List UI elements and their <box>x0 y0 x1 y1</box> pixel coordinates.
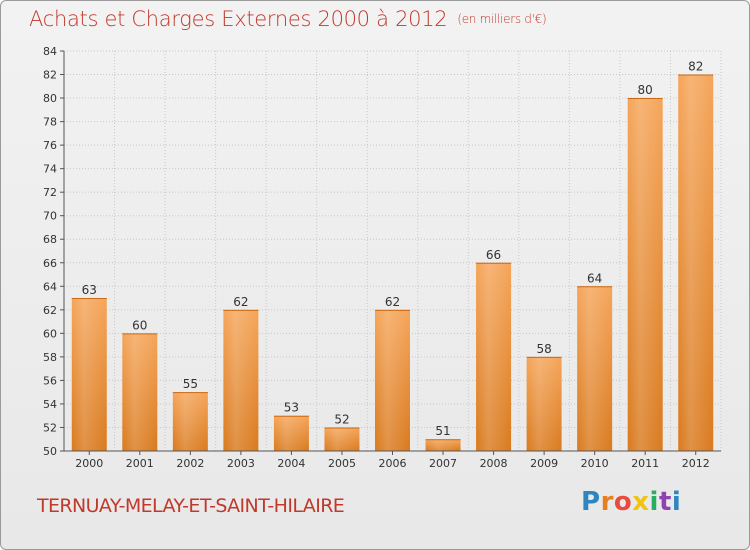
bar-highlight <box>526 356 562 451</box>
x-tick-label: 2008 <box>480 457 508 470</box>
bar-highlight <box>627 98 663 451</box>
data-label: 82 <box>688 60 703 74</box>
chart-subtitle: (en milliers d'€) <box>457 12 547 26</box>
data-label: 60 <box>132 318 147 332</box>
x-tick-label: 2011 <box>631 457 659 470</box>
y-tick-label: 84 <box>43 45 57 58</box>
y-tick-label: 76 <box>43 139 57 152</box>
x-tick-label: 2002 <box>176 457 204 470</box>
data-label: 63 <box>82 283 97 297</box>
y-tick-label: 52 <box>43 421 57 434</box>
data-label: 66 <box>486 248 501 262</box>
bar-highlight <box>122 333 158 451</box>
logo-letter: i <box>671 487 682 517</box>
logo-letter: P <box>581 487 601 517</box>
logo-letter: t <box>658 487 672 517</box>
data-label: 62 <box>385 295 400 309</box>
x-tick-label: 2012 <box>682 457 710 470</box>
x-tick-label: 2004 <box>277 457 305 470</box>
bar-highlight <box>577 286 613 451</box>
data-label: 62 <box>233 295 248 309</box>
y-tick-label: 74 <box>43 163 57 176</box>
y-tick-label: 64 <box>43 280 57 293</box>
x-tick-label: 2006 <box>379 457 407 470</box>
data-label: 80 <box>638 83 653 97</box>
y-tick-label: 80 <box>43 92 57 105</box>
bar-highlight <box>375 309 410 451</box>
commune-name: TERNUAY-MELAY-ET-SAINT-HILAIRE <box>37 495 345 517</box>
logo-letter: x <box>632 487 650 517</box>
bar-highlight <box>678 74 714 451</box>
bar-highlight <box>476 262 512 451</box>
y-tick-label: 70 <box>43 210 57 223</box>
data-label: 55 <box>183 377 198 391</box>
y-tick-label: 72 <box>43 186 57 199</box>
data-label: 52 <box>334 412 349 426</box>
bar-highlight <box>223 309 259 451</box>
y-tick-label: 56 <box>43 374 57 387</box>
chart-title-text: Achats et Charges Externes 2000 à 2012 <box>29 7 448 31</box>
y-tick-label: 62 <box>43 304 57 317</box>
bar-highlight <box>172 392 208 451</box>
x-tick-label: 2005 <box>328 457 356 470</box>
bar-highlight <box>425 439 461 451</box>
bar-highlight <box>273 415 309 451</box>
y-tick-label: 68 <box>43 233 57 246</box>
x-tick-label: 2001 <box>126 457 154 470</box>
y-tick-label: 50 <box>43 445 57 458</box>
y-tick-label: 58 <box>43 351 57 364</box>
x-tick-label: 2010 <box>581 457 609 470</box>
y-tick-label: 54 <box>43 398 57 411</box>
data-label: 58 <box>536 342 551 356</box>
data-label: 51 <box>435 424 450 438</box>
x-tick-label: 2009 <box>530 457 558 470</box>
axes: 50 52 54 56 58 60 62 64 66 68 70 72 74 76 78 80 82 84 2000… <box>43 45 721 470</box>
data-label: 64 <box>587 271 602 285</box>
y-tick-label: 66 <box>43 257 57 270</box>
x-tick-label: 2000 <box>75 457 103 470</box>
bars: 63 60 55 62 53 52 62 51 66 58 64 80 82 <box>71 60 714 451</box>
y-tick-label: 60 <box>43 327 57 340</box>
data-label: 53 <box>284 401 299 415</box>
proxiti-logo[interactable]: Proxiti <box>581 487 681 517</box>
logo-letter: r <box>600 487 614 517</box>
chart-title: Achats et Charges Externes 2000 à 2012 (e… <box>29 7 547 31</box>
x-tick-label: 2003 <box>227 457 255 470</box>
logo-letter: o <box>613 487 633 517</box>
y-tick-label: 78 <box>43 116 57 129</box>
y-tick-label: 82 <box>43 69 57 82</box>
logo-letter: i <box>649 487 659 517</box>
bar-highlight <box>324 427 360 451</box>
bar-highlight <box>71 298 107 451</box>
x-tick-label: 2007 <box>429 457 457 470</box>
